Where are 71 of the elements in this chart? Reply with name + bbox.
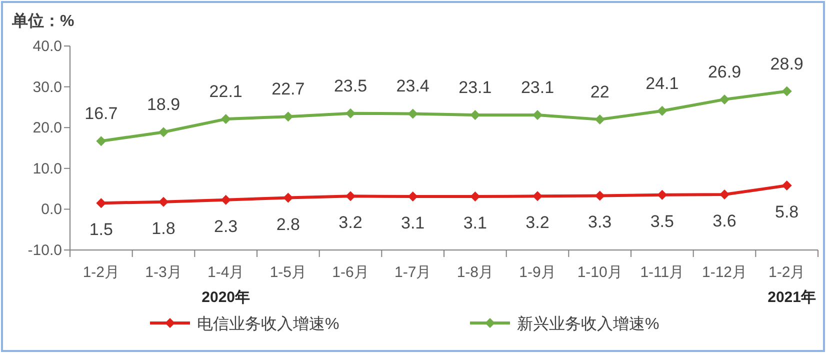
data-label: 1.8 <box>152 218 176 238</box>
data-label: 2.3 <box>214 216 238 236</box>
point <box>96 136 106 146</box>
x-tick-label: 1-6月 <box>332 264 369 281</box>
y-tick-label: -10.0 <box>28 242 62 259</box>
point <box>657 106 668 116</box>
point <box>532 110 542 120</box>
x-tick-label: 1-7月 <box>394 264 432 281</box>
point <box>283 112 294 122</box>
x-tick-label: 1-2月 <box>768 264 806 281</box>
point <box>782 180 792 191</box>
x-tick-label: 1-11月 <box>640 264 684 281</box>
x-tick-label: 1-4月 <box>207 264 244 281</box>
point <box>720 94 730 104</box>
point <box>594 190 605 201</box>
data-label: 16.7 <box>84 104 118 124</box>
data-label: 22.7 <box>272 80 305 99</box>
point <box>220 194 231 205</box>
y-tick-label: 0.0 <box>41 201 62 218</box>
data-label: 2.8 <box>276 214 300 234</box>
point <box>96 198 106 208</box>
data-label: 1.5 <box>89 220 113 240</box>
data-label: 23.1 <box>520 78 554 97</box>
x-tick-label: 1-2月 <box>82 264 120 281</box>
data-label: 3.2 <box>526 213 550 232</box>
x-tick-label: 1-3月 <box>145 264 182 281</box>
legend-label: 电信业务收入增速% <box>197 315 340 333</box>
text: 2020年 <box>202 289 250 306</box>
point <box>657 190 668 200</box>
data-label: 23.1 <box>458 78 492 97</box>
point <box>720 190 730 200</box>
y-tick-label: 20.0 <box>32 120 62 137</box>
y-tick-label: 40.0 <box>32 38 62 55</box>
point <box>532 191 542 202</box>
text: 2021年 <box>768 289 816 306</box>
data-label: 22 <box>590 82 610 102</box>
legend-label: 新兴业务收入增速% <box>517 315 660 333</box>
point <box>594 114 605 124</box>
data-label: 3.1 <box>463 214 487 233</box>
y-tick-label: 10.0 <box>32 160 62 178</box>
x-tick-label: 1-5月 <box>270 264 307 281</box>
point <box>470 110 480 120</box>
data-label: 3.3 <box>588 212 612 232</box>
point <box>158 127 168 138</box>
data-label: 3.2 <box>338 213 362 232</box>
x-tick-label: 1-8月 <box>456 264 494 281</box>
x-tick-label: 1-12月 <box>702 264 748 281</box>
data-label: 24.1 <box>646 74 679 93</box>
point <box>470 192 480 202</box>
point <box>346 191 356 202</box>
data-label: 3.5 <box>650 212 674 231</box>
point <box>220 114 231 124</box>
point <box>408 108 418 119</box>
x-tick-label: 1-9月 <box>519 264 556 281</box>
data-label: 5.8 <box>775 202 799 222</box>
data-label: 3.1 <box>401 214 425 233</box>
data-label: 23.4 <box>396 76 430 96</box>
y-axis-title: 单位：% <box>11 12 74 30</box>
point <box>346 108 356 118</box>
point <box>408 192 418 202</box>
data-label: 22.1 <box>209 82 242 102</box>
data-label: 26.9 <box>708 62 742 82</box>
y-tick-label: 30.0 <box>32 78 62 96</box>
data-label: 28.9 <box>770 54 804 74</box>
point <box>782 86 792 96</box>
point <box>283 192 294 203</box>
x-tick-label: 1-10月 <box>577 264 622 281</box>
data-label: 18.9 <box>146 95 180 114</box>
data-label: 3.6 <box>712 212 736 231</box>
data-label: 23.5 <box>334 76 368 96</box>
point <box>158 196 168 207</box>
